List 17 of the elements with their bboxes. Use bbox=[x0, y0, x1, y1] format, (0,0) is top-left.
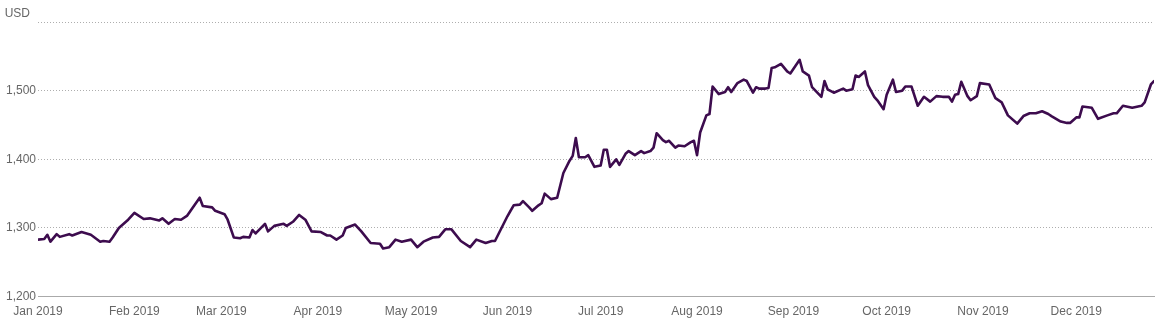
x-tick-label: Oct 2019 bbox=[862, 304, 912, 319]
y-tick-label: 1,300 bbox=[6, 220, 37, 235]
y-axis-title: USD bbox=[4, 6, 31, 21]
y-tick-label: 1,400 bbox=[6, 151, 37, 166]
x-tick-label: Sep 2019 bbox=[767, 304, 820, 319]
x-tick-label: Nov 2019 bbox=[957, 304, 1010, 319]
x-tick-label: Jan 2019 bbox=[13, 304, 64, 319]
x-tick-label: Jun 2019 bbox=[482, 304, 533, 319]
x-tick-label: Aug 2019 bbox=[671, 304, 724, 319]
x-tick-label: Apr 2019 bbox=[293, 304, 343, 319]
x-tick-label: Feb 2019 bbox=[109, 304, 161, 319]
x-tick-label: Mar 2019 bbox=[196, 304, 248, 319]
y-tick-label: 1,200 bbox=[6, 288, 37, 303]
x-tick-label: Dec 2019 bbox=[1050, 304, 1103, 319]
y-tick-label: 1,500 bbox=[6, 82, 37, 97]
x-tick-label: May 2019 bbox=[384, 304, 438, 319]
x-tick-label: Jul 2019 bbox=[577, 304, 624, 319]
